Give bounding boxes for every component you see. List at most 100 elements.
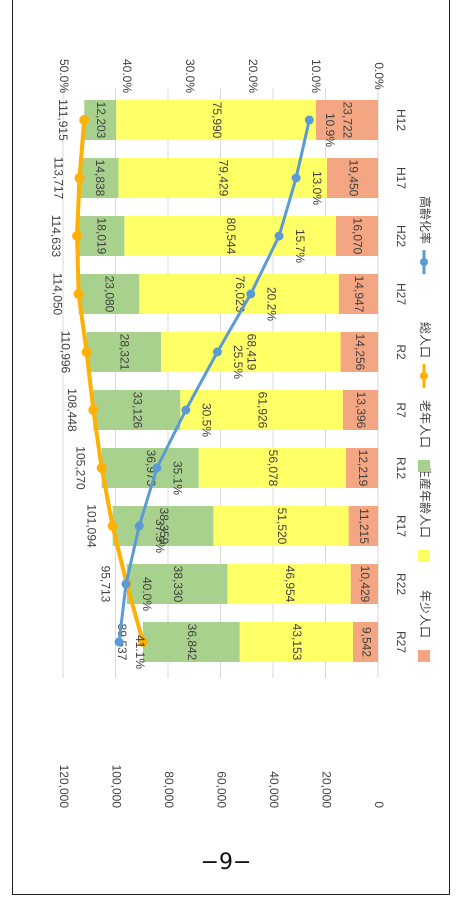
left-axis-tick-label: 40,000 [267, 771, 281, 808]
bar-data-label: 61,926 [255, 392, 269, 429]
total-population-point [81, 347, 92, 357]
bar-segment [139, 274, 339, 314]
bar-data-label: 16,070 [351, 218, 365, 255]
bar-segment [213, 506, 349, 546]
bar-segment [348, 506, 378, 546]
bar-segment [79, 158, 119, 198]
bar-data-label: 23,722 [341, 102, 355, 139]
legend: 年少人口 生産年齢人口 老年人口 総人口 高齢化率 [418, 196, 433, 662]
category-label: R12 [394, 457, 408, 479]
bar-data-label: 13,396 [354, 392, 368, 429]
bar-segment [335, 216, 378, 256]
aging-rate-point [274, 231, 284, 241]
bar-data-label: 80,544 [224, 218, 238, 255]
total-population-line [75, 119, 145, 643]
legend-marker [420, 372, 428, 380]
lines: 111,915 113,717 114,633 114,050 110,996 108,4… [49, 99, 337, 669]
total-population-point [137, 637, 148, 647]
page-number: −9− [200, 850, 252, 875]
bar-data-label: 14,838 [93, 160, 107, 197]
bar-data-label: 68,419 [245, 334, 259, 371]
bar-data-label: 11,215 [357, 508, 371, 544]
total-population-label: 113,717 [51, 157, 65, 200]
bar-data-label: 36,842 [185, 624, 199, 661]
legend-label: 年少人口 [418, 590, 432, 638]
legend-swatch [418, 550, 430, 562]
aging-rate-label: 35.1% [171, 461, 185, 495]
aging-rate-line [117, 119, 311, 643]
bar-segment [86, 332, 161, 372]
total-population-label: 114,050 [50, 273, 64, 316]
bar-data-label: 75,990 [210, 102, 224, 139]
bar-data-label: 43,153 [290, 624, 304, 661]
bar-segment [101, 448, 199, 488]
bar-segment [142, 622, 240, 662]
aging-rate-label: 30.5% [200, 403, 214, 437]
total-population-label: 95,713 [99, 566, 113, 603]
aging-rate-label: 10.9% [323, 113, 337, 147]
aging-rate-label: 41.1% [133, 635, 147, 669]
bar-data-label: 10,429 [358, 566, 372, 603]
bar-data-label: 28,321 [118, 334, 132, 371]
total-population-point [96, 463, 107, 473]
bar-data-label: 79,429 [217, 160, 231, 197]
category-label: R27 [394, 631, 408, 653]
legend-swatch [418, 460, 430, 472]
bar-data-label: 14,947 [352, 276, 366, 313]
bar-segment [112, 506, 214, 546]
aging-rate-label: 25.5% [231, 345, 245, 379]
left-axis-tick-label: 120,000 [57, 765, 71, 809]
page-frame [12, 0, 450, 895]
bar-segment [227, 564, 351, 604]
category-label: H12 [394, 109, 408, 131]
bar-data-label: 14,256 [353, 334, 367, 371]
bar-data-label: 23,080 [103, 276, 117, 313]
aging-rate-point [114, 637, 124, 647]
aging-rate-point [304, 115, 314, 125]
legend-label: 老年人口 [418, 400, 432, 448]
total-population-label: 114,633 [49, 215, 63, 258]
left-axis-tick-label: 100,000 [109, 765, 123, 809]
bar-segment [239, 622, 353, 662]
right-axis: 0.0% 10.0% 20.0% 30.0% 40.0% 50.0% [57, 59, 386, 93]
category-label: R7 [394, 402, 408, 418]
bar-data-label: 18,019 [95, 218, 109, 255]
bar-segment [342, 390, 378, 430]
bar-data-label: 38,359 [157, 508, 171, 545]
bar-segment [352, 622, 378, 662]
bar-segment [84, 100, 117, 140]
category-label: R22 [394, 573, 408, 595]
bar-segment [77, 216, 125, 256]
left-axis-tick-label: 80,000 [162, 771, 176, 808]
bars: 23,722 75,990 12,203 19,450 79,429 14,838 16,0… [77, 100, 378, 662]
bar-segment [345, 448, 378, 488]
legend-label: 生産年齢人口 [418, 466, 433, 538]
bar-data-label: 19,450 [346, 160, 360, 197]
bar-segment [116, 100, 316, 140]
bar-segment [315, 100, 378, 140]
total-population-point [79, 115, 90, 125]
total-population-label: 111,915 [56, 99, 70, 141]
bar-data-label: 9,542 [359, 627, 373, 657]
category-axis: H12 H17 H22 H27 R2 R7 R12 R17 R22 R27 [394, 109, 408, 653]
total-population-point [88, 405, 99, 415]
bar-segment [124, 216, 336, 256]
left-axis: 0 20,000 40,000 60,000 80,000 100,000 120,000 [57, 765, 386, 809]
category-label: R17 [394, 515, 408, 537]
aging-rate-point [291, 173, 301, 183]
aging-rate-point [212, 347, 222, 357]
left-axis-tick-label: 20,000 [319, 771, 333, 808]
bar-data-label: 76,023 [233, 276, 247, 313]
aging-rate-point [134, 521, 144, 531]
right-axis-tick-label: 0.0% [372, 62, 386, 90]
right-axis-tick-label: 10.0% [309, 59, 323, 93]
aging-rate-point [181, 405, 191, 415]
total-population-point [72, 231, 83, 241]
aging-rate-label: 40.0% [140, 577, 154, 611]
bar-data-label: 33,126 [131, 392, 145, 429]
category-label: H27 [394, 283, 408, 305]
bar-data-label: 46,954 [283, 566, 297, 603]
aging-rate-label: 37.9% [153, 519, 167, 553]
